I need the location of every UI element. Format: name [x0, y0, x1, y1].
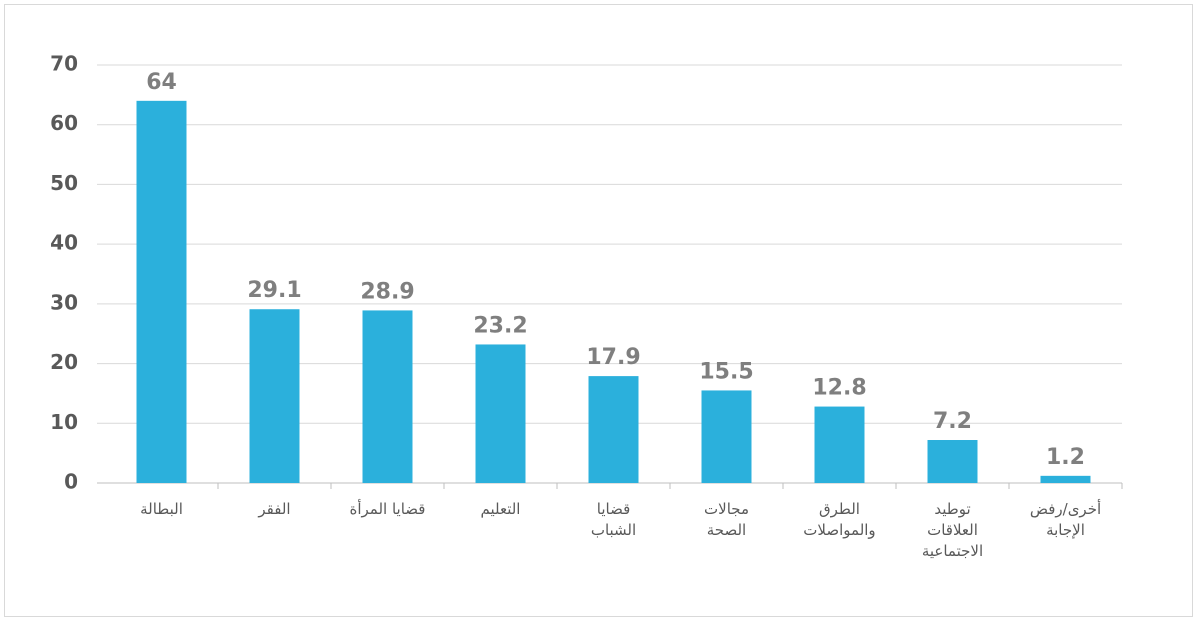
data-label: 29.1	[247, 278, 301, 303]
x-tick-label: التعليم	[481, 500, 521, 518]
y-tick-label: 70	[50, 52, 78, 76]
bar	[588, 376, 639, 483]
x-tick-label-line: الإجابة	[1046, 521, 1085, 539]
x-tick-label: مجالات الصحة	[704, 500, 749, 539]
bar	[475, 344, 526, 483]
x-tick-label-line: العلاقات	[927, 521, 978, 539]
x-tick-label-line: التعليم	[481, 500, 521, 518]
x-tick-label-line: توطيد	[934, 500, 970, 518]
data-label: 23.2	[473, 313, 527, 338]
bar	[927, 440, 978, 483]
bar	[1040, 475, 1091, 483]
y-tick-label: 50	[50, 171, 78, 195]
chart-border	[4, 4, 1193, 617]
data-label: 64	[146, 70, 177, 95]
y-tick-label: 0	[64, 470, 78, 494]
x-tick-label-line: والمواصلات	[803, 521, 875, 539]
x-tick-label: الفقر	[257, 500, 290, 518]
data-label: 12.8	[812, 376, 866, 401]
x-tick-label-line: مجالات	[704, 500, 749, 518]
x-tick-label-line: البطالة	[140, 500, 183, 518]
x-tick-label: قضايا الشباب	[591, 500, 636, 539]
data-label: 7.2	[933, 409, 972, 434]
y-tick-label: 10	[50, 410, 78, 434]
bar	[136, 100, 187, 483]
x-tick-label: الطرق والمواصلات	[803, 500, 875, 539]
x-tick-label-line: قضايا	[597, 500, 631, 518]
x-tick-label: البطالة	[140, 500, 183, 518]
x-tick-label-line: الصحة	[707, 521, 746, 539]
data-label: 17.9	[586, 345, 640, 370]
bar	[249, 309, 300, 483]
x-tick-label: أخرى/رفض الإجابة	[1030, 499, 1101, 539]
x-tick-label-line: أخرى/رفض	[1030, 499, 1101, 518]
data-label: 15.5	[699, 359, 753, 384]
x-tick-label: توطيد العلاقات الاجتماعية	[922, 500, 983, 560]
x-tick-label-line: الشباب	[591, 521, 636, 539]
y-tick-label: 20	[50, 350, 78, 374]
x-tick-label-line: الفقر	[257, 500, 290, 518]
data-label: 28.9	[360, 279, 414, 304]
y-tick-label: 40	[50, 231, 78, 255]
bar	[814, 406, 865, 483]
y-tick-label: 60	[50, 111, 78, 135]
bar	[362, 310, 413, 483]
x-tick-label-line: الطرق	[819, 500, 860, 518]
x-tick-label-line: الاجتماعية	[922, 542, 983, 560]
x-tick-label: قضايا المرأة	[350, 499, 426, 518]
y-tick-label: 30	[50, 290, 78, 314]
bar	[701, 390, 752, 483]
x-tick-label-line: قضايا المرأة	[350, 499, 426, 518]
data-label: 1.2	[1046, 445, 1085, 470]
